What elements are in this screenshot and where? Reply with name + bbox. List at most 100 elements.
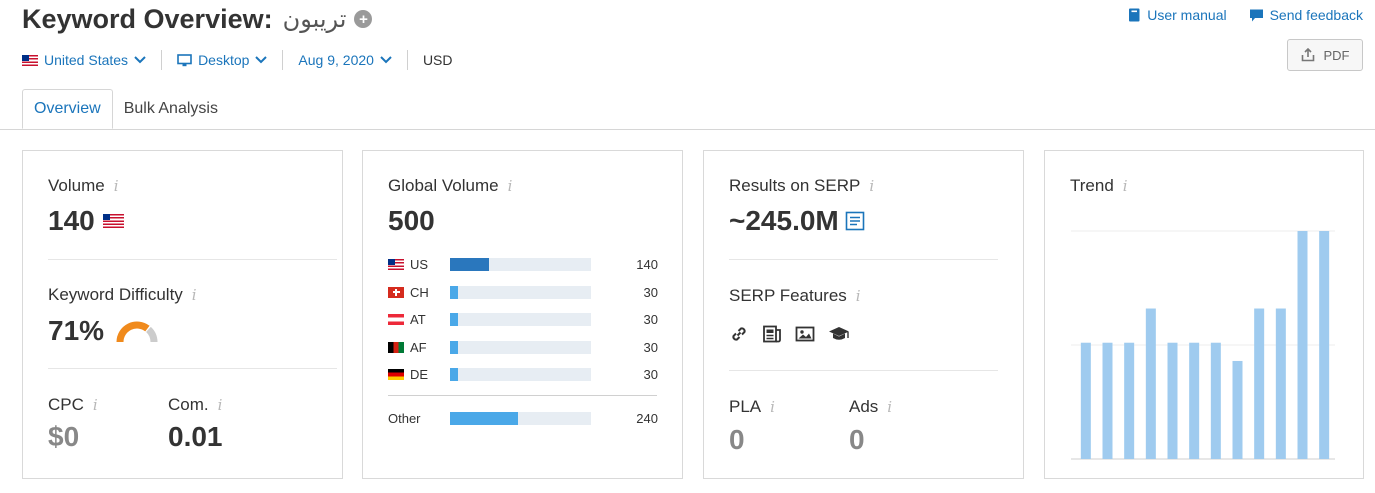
export-pdf-button[interactable]: PDF bbox=[1287, 39, 1363, 71]
pla-value: 0 bbox=[729, 424, 745, 455]
pla-heading: PLA i bbox=[729, 397, 775, 417]
send-feedback-link[interactable]: Send feedback bbox=[1249, 7, 1363, 23]
device-label: Desktop bbox=[198, 52, 250, 68]
chevron-down-icon bbox=[255, 56, 268, 64]
trend-chart bbox=[1071, 230, 1335, 460]
volume-bar bbox=[450, 367, 459, 381]
volume-value: 140 bbox=[48, 205, 95, 236]
trend-bar[interactable] bbox=[1297, 231, 1308, 459]
ch-flag-icon bbox=[388, 286, 404, 298]
kd-label: Keyword Difficulty bbox=[48, 285, 183, 304]
image-icon[interactable] bbox=[795, 324, 815, 344]
country-row-at[interactable]: AT 30 bbox=[388, 311, 658, 327]
info-icon[interactable]: i bbox=[217, 396, 223, 414]
results-value-row: ~245.0M bbox=[729, 205, 865, 237]
country-volume: 30 bbox=[643, 366, 658, 382]
volume-bar-track bbox=[450, 340, 591, 354]
chevron-down-icon bbox=[380, 56, 392, 64]
cpc-heading: CPC i bbox=[48, 395, 98, 415]
gauge-filled-arc bbox=[116, 321, 150, 343]
info-icon[interactable]: i bbox=[770, 398, 775, 416]
divider bbox=[282, 50, 284, 70]
tabs-underline bbox=[0, 129, 1375, 130]
global-volume-value: 500 bbox=[388, 205, 435, 236]
user-manual-link[interactable]: User manual bbox=[1128, 7, 1227, 23]
ads-heading: Ads i bbox=[849, 397, 892, 417]
us-flag-icon bbox=[22, 54, 38, 66]
info-icon[interactable]: i bbox=[855, 287, 861, 305]
global-volume-label: Global Volume bbox=[388, 176, 499, 195]
chevron-down-icon bbox=[134, 56, 146, 64]
page-title-label: Keyword Overview: bbox=[22, 3, 273, 34]
country-row-us[interactable]: US 140 bbox=[388, 256, 658, 272]
info-icon[interactable]: i bbox=[113, 177, 119, 195]
desktop-icon bbox=[177, 53, 192, 66]
trend-label: Trend bbox=[1070, 176, 1114, 195]
divider bbox=[729, 259, 998, 260]
info-icon[interactable]: i bbox=[869, 177, 875, 195]
info-icon[interactable]: i bbox=[1122, 177, 1128, 195]
country-row-other: Other 240 bbox=[388, 410, 658, 426]
link-icon[interactable] bbox=[729, 324, 749, 344]
volume-bar bbox=[450, 312, 459, 326]
trend-bar[interactable] bbox=[1210, 342, 1221, 459]
pdf-label: PDF bbox=[1323, 47, 1350, 63]
trend-bar[interactable] bbox=[1189, 342, 1200, 459]
device-selector[interactable]: Desktop bbox=[177, 52, 268, 68]
keyword-value: تريبون bbox=[282, 5, 347, 33]
volume-bar-track bbox=[450, 285, 591, 299]
date-selector[interactable]: Aug 9, 2020 bbox=[298, 52, 392, 68]
kd-value: 71% bbox=[48, 315, 105, 346]
com-heading: Com. i bbox=[168, 395, 222, 415]
tab-overview[interactable]: Overview bbox=[22, 89, 113, 129]
volume-bar bbox=[450, 340, 459, 354]
trend-bar[interactable] bbox=[1232, 360, 1243, 459]
volume-bar-track bbox=[450, 257, 591, 271]
country-volume: 140 bbox=[636, 256, 658, 272]
volume-bar bbox=[450, 285, 459, 299]
tab-bar: Overview Bulk Analysis bbox=[22, 89, 229, 129]
serp-features-list bbox=[729, 324, 850, 344]
country-row-de[interactable]: DE 30 bbox=[388, 366, 658, 382]
volume-bar-track bbox=[450, 367, 591, 381]
trend-bar[interactable] bbox=[1080, 342, 1091, 459]
tab-bulk-analysis[interactable]: Bulk Analysis bbox=[123, 100, 218, 117]
country-volume: 30 bbox=[643, 311, 658, 327]
add-keyword-icon[interactable]: + bbox=[354, 10, 373, 28]
serp-document-icon[interactable] bbox=[845, 211, 865, 231]
ads-label: Ads bbox=[849, 397, 879, 416]
country-selector[interactable]: United States bbox=[22, 52, 146, 68]
divider bbox=[388, 395, 657, 396]
country-row-af[interactable]: AF 30 bbox=[388, 339, 658, 355]
trend-bar[interactable] bbox=[1275, 308, 1286, 459]
book-icon bbox=[1129, 8, 1140, 22]
info-icon[interactable]: i bbox=[507, 177, 513, 195]
trend-bar[interactable] bbox=[1102, 342, 1113, 459]
trend-card: Trend i bbox=[1044, 150, 1364, 479]
info-icon[interactable]: i bbox=[92, 396, 98, 414]
volume-bar bbox=[450, 257, 490, 271]
date-label: Aug 9, 2020 bbox=[298, 52, 374, 68]
divider bbox=[406, 50, 408, 70]
pla-label: PLA bbox=[729, 397, 762, 416]
trend-bar[interactable] bbox=[1254, 308, 1265, 459]
volume-bar-track bbox=[450, 411, 591, 425]
country-row-ch[interactable]: CH 30 bbox=[388, 284, 658, 300]
trend-bar[interactable] bbox=[1319, 231, 1330, 459]
info-icon[interactable]: i bbox=[887, 398, 893, 416]
ads-value: 0 bbox=[849, 424, 865, 455]
chat-bubble-icon bbox=[1249, 9, 1263, 21]
volume-value-row: 140 bbox=[48, 205, 124, 237]
knowledge-icon[interactable] bbox=[828, 324, 850, 344]
info-icon[interactable]: i bbox=[191, 286, 197, 304]
trend-bar[interactable] bbox=[1167, 342, 1178, 459]
global-volume-card: Global Volume i 500 US 140 CH 30 AT 30 A… bbox=[362, 150, 683, 479]
divider bbox=[161, 50, 163, 70]
news-icon[interactable] bbox=[762, 324, 782, 344]
country-code: US bbox=[410, 256, 429, 272]
cpc-value: $0 bbox=[48, 421, 80, 452]
trend-bar[interactable] bbox=[1124, 342, 1135, 459]
volume-card: Volume i 140 Keyword Difficulty i 71% CP… bbox=[22, 150, 343, 479]
difficulty-gauge-icon bbox=[116, 321, 158, 343]
trend-bar[interactable] bbox=[1145, 308, 1156, 459]
